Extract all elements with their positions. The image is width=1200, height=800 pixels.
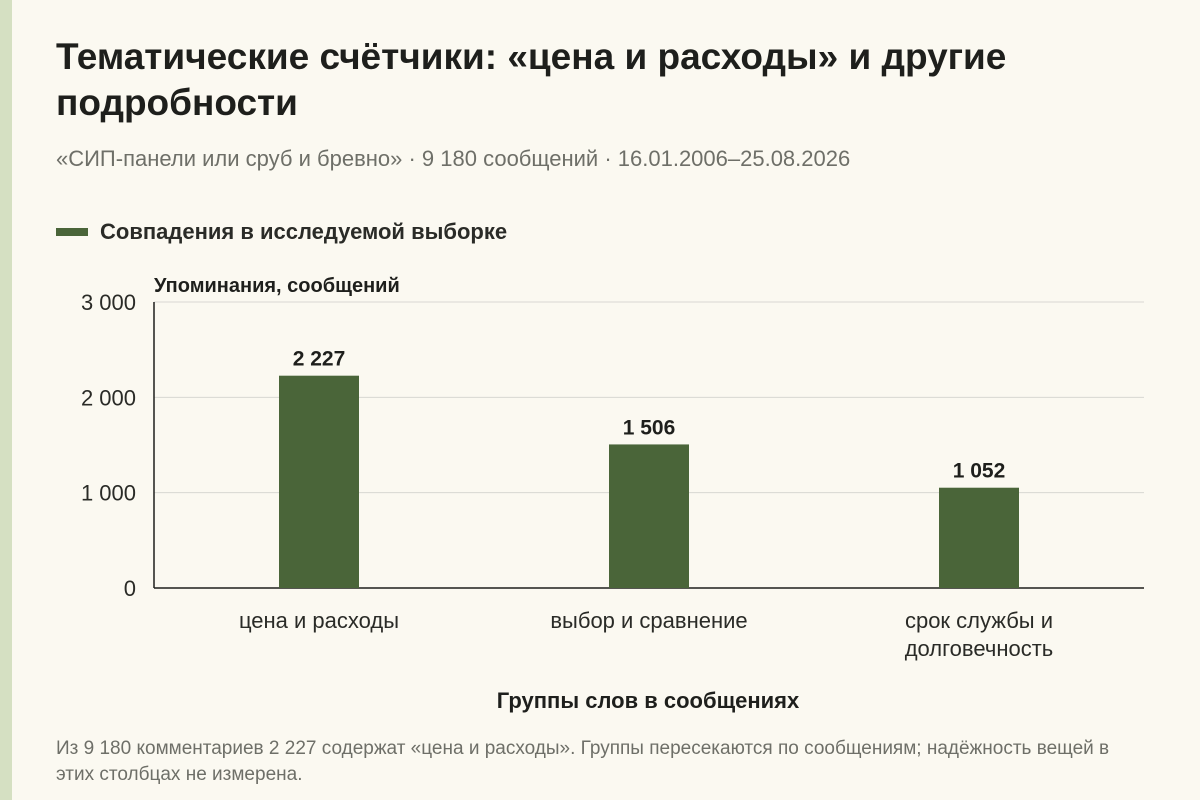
- bar: [279, 375, 359, 588]
- x-category-label: цена и расходы: [239, 608, 399, 633]
- data-label: 2 227: [293, 348, 346, 371]
- y-tick-label: 2 000: [81, 385, 136, 410]
- data-label: 1 052: [953, 460, 1006, 483]
- bar: [609, 444, 689, 588]
- bar: [939, 487, 1019, 588]
- legend-label: Совпадения в исследуемой выборке: [100, 219, 508, 244]
- chart-footnote: Из 9 180 комментариев 2 227 содержат «це…: [56, 738, 1110, 785]
- x-category-label: выбор и сравнение: [550, 608, 747, 633]
- x-axis-label: Группы слов в сообщениях: [497, 688, 800, 713]
- side-accent-strip: [0, 0, 12, 800]
- y-tick-label: 0: [124, 576, 136, 601]
- x-category-label: долговечность: [905, 636, 1054, 661]
- chart-legend: Совпадения в исследуемой выборке: [56, 218, 507, 246]
- y-axis-label: Упоминания, сообщений: [154, 275, 400, 297]
- chart-subtitle: «СИП-панели или сруб и бревно» · 9 180 с…: [56, 146, 851, 171]
- chart-title: Тематические счётчики: «цена и расходы» …: [56, 36, 1007, 123]
- x-category-label: срок службы и: [905, 608, 1053, 633]
- y-tick-label: 1 000: [81, 481, 136, 506]
- y-tick-label: 3 000: [81, 290, 136, 315]
- legend-swatch: [56, 228, 88, 236]
- data-label: 1 506: [623, 416, 676, 439]
